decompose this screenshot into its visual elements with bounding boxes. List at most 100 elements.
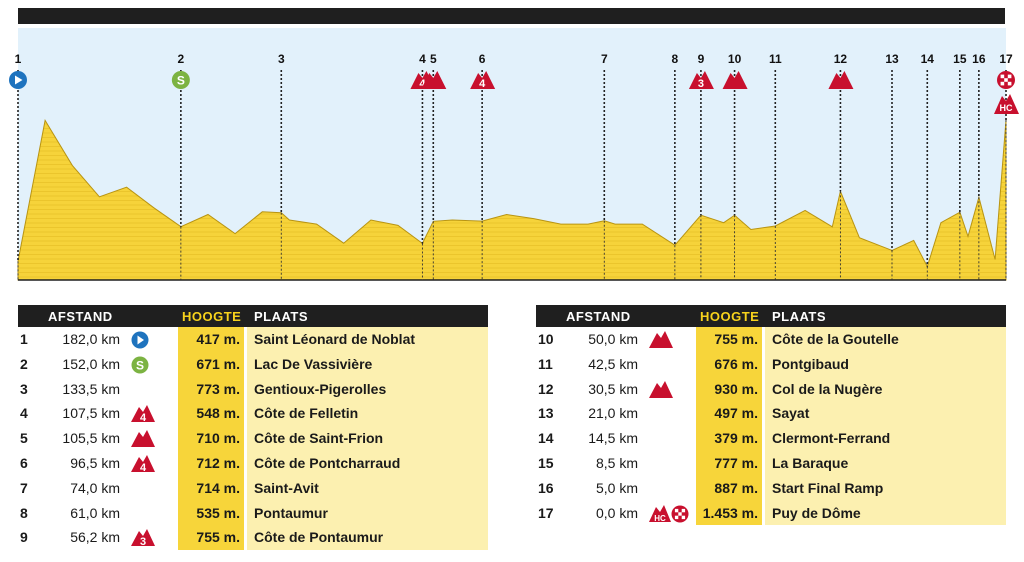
row-plaats: Côte de Saint-Frion — [254, 430, 384, 447]
hoogte-cell-bg — [178, 475, 244, 501]
header-afstand: AFSTAND — [48, 309, 113, 324]
row-icon — [648, 330, 674, 353]
finish-flag-square — [1007, 74, 1012, 79]
table-row: 7 74,0 km 714 m. Saint-Avit — [18, 475, 488, 501]
table-row: 5 105,5 km 710 m. Côte de Saint-Frion — [18, 426, 488, 451]
row-afstand: 182,0 km — [62, 331, 120, 347]
hc-mountain-icon: HC — [649, 504, 671, 523]
row-plaats: Start Final Ramp — [772, 479, 884, 496]
mountain-icon — [131, 430, 155, 448]
row-number: 10 — [538, 331, 554, 347]
row-afstand: 152,0 km — [62, 355, 120, 372]
row-icon — [130, 330, 150, 353]
hoogte-cell-bg — [696, 500, 762, 526]
hoogte-cell-bg — [178, 351, 244, 377]
row-icon — [670, 504, 690, 527]
finish-flag-square — [1000, 81, 1005, 86]
row-hoogte: 777 m. — [714, 454, 758, 471]
header-plaats: PLAATS — [772, 309, 827, 324]
top-bar — [18, 8, 1005, 24]
finish-flag-square — [1004, 78, 1008, 82]
row-number: 5 — [20, 430, 28, 447]
row-plaats: Saint-Avit — [254, 479, 319, 496]
mountain-icon — [722, 71, 748, 89]
plaats-cell-bg — [247, 450, 488, 476]
table-body: 10 50,0 km 755 m. Côte de la Goutelle 11 42,5… — [536, 327, 1006, 527]
table-row: 15 8,5 km 777 m. La Baraque — [536, 450, 1006, 476]
hoogte-cell-bg — [696, 327, 762, 352]
point-number-label: 16 — [972, 52, 986, 66]
start-icon-arrow — [15, 75, 23, 85]
plaats-cell-bg — [247, 525, 488, 551]
row-number: 4 — [20, 405, 28, 422]
table-row: 10 50,0 km 755 m. Côte de la Goutelle — [536, 327, 1006, 352]
row-number: 17 — [538, 504, 554, 521]
row-icon: 4 — [130, 454, 156, 477]
row-hoogte: 773 m. — [196, 380, 240, 397]
row-plaats: Pontgibaud — [772, 355, 849, 372]
table-row: 1 182,0 km 417 m. Saint Léonard de Noblat — [18, 327, 488, 352]
table-header: AFSTAND HOOGTE PLAATS — [18, 305, 488, 327]
plaats-cell-bg — [247, 327, 488, 352]
hoogte-cell-bg — [178, 525, 244, 551]
row-number: 1 — [20, 331, 28, 347]
climb-category-label: 3 — [698, 78, 704, 90]
row-afstand: 96,5 km — [70, 454, 120, 471]
point-number-label: 6 — [479, 52, 486, 66]
hoogte-cell-bg — [696, 475, 762, 501]
hc-label: HC — [1000, 103, 1013, 113]
point-number-label: 12 — [834, 52, 848, 66]
row-hoogte: 887 m. — [714, 479, 758, 496]
table-row: 9 56,2 km 3 755 m. Côte de Pontaumur — [18, 525, 488, 551]
hoogte-cell-bg — [178, 426, 244, 451]
hoogte-cell-bg — [696, 426, 762, 451]
row-hoogte: 676 m. — [714, 355, 758, 372]
plaats-cell-bg — [247, 401, 488, 427]
row-hoogte: 671 m. — [196, 355, 240, 372]
hoogte-cell-bg — [178, 376, 244, 402]
plaats-cell-bg — [765, 376, 1006, 402]
hoogte-cell-bg — [696, 376, 762, 402]
row-afstand: 0,0 km — [595, 504, 638, 521]
hoogte-cell-bg — [178, 500, 244, 526]
hoogte-cell-bg — [178, 327, 244, 352]
row-icon: 3 — [130, 528, 156, 551]
row-plaats: Côte de Felletin — [254, 405, 359, 422]
finish-flag-square — [1000, 74, 1005, 79]
mountain-icon — [649, 331, 673, 348]
table-row: 11 42,5 km 676 m. Pontgibaud — [536, 351, 1006, 377]
table-row: 16 5,0 km 887 m. Start Final Ramp — [536, 475, 1006, 501]
point-number-label: 8 — [672, 52, 679, 66]
climb-category-3-icon: 3 — [131, 529, 155, 548]
table-row: 4 107,5 km 4 548 m. Côte de Felletin — [18, 401, 488, 427]
table-row: 17 0,0 km HC 1.453 m. Puy de Dôme — [536, 500, 1006, 527]
climb-category-label: 4 — [479, 78, 486, 90]
row-plaats: Gentioux-Pigerolles — [254, 380, 387, 397]
table-row: 14 14,5 km 379 m. Clermont-Ferrand — [536, 426, 1006, 451]
row-icon: S — [130, 355, 150, 378]
mountain-icon — [649, 380, 673, 398]
row-plaats: Pontaumur — [254, 504, 328, 521]
row-number: 15 — [538, 454, 554, 471]
hoogte-cell-bg — [178, 401, 244, 427]
svg-text:4: 4 — [140, 412, 147, 424]
finish-icon — [671, 505, 689, 523]
table-row: 8 61,0 km 535 m. Pontaumur — [18, 500, 488, 526]
plaats-cell-bg — [247, 351, 488, 377]
plaats-cell-bg — [765, 500, 1006, 526]
row-plaats: Clermont-Ferrand — [772, 430, 891, 447]
table-row: 3 133,5 km 773 m. Gentioux-Pigerolles — [18, 376, 488, 402]
row-number: 16 — [538, 479, 554, 496]
row-hoogte: 712 m. — [196, 454, 240, 471]
mountain-icon — [421, 71, 447, 89]
point-number-label: 17 — [999, 52, 1013, 66]
table-row: 2 152,0 km S 671 m. Lac De Vassivière — [18, 351, 488, 378]
svg-text:HC: HC — [654, 514, 666, 523]
row-icon — [130, 429, 156, 452]
mountain-icon — [688, 71, 714, 89]
svg-text:S: S — [136, 358, 144, 372]
table-body: 1 182,0 km 417 m. Saint Léonard de Noblat 2 1… — [18, 327, 488, 551]
row-afstand: 21,0 km — [588, 405, 638, 422]
row-icon: 4 — [130, 404, 156, 427]
row-afstand: 133,5 km — [62, 380, 120, 397]
